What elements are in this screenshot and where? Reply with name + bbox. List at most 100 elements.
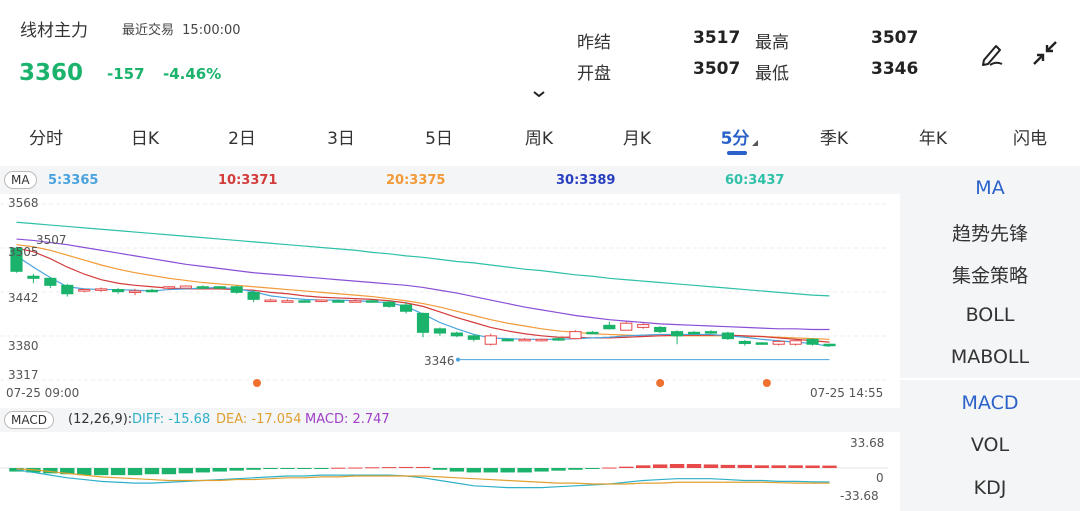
macd-bar xyxy=(331,467,346,469)
ma10-value: 10:3371 xyxy=(218,173,278,188)
macd-bar xyxy=(246,468,261,470)
macd-bar xyxy=(449,468,465,472)
price-change: -157 xyxy=(107,65,145,83)
indicator-maboll[interactable]: MABOLL xyxy=(950,346,1030,368)
event-marker xyxy=(762,379,771,387)
time-start: 07-25 09:00 xyxy=(6,386,80,400)
open-label: 开盘 xyxy=(577,64,611,84)
indicator-vol[interactable]: VOL xyxy=(970,434,1010,456)
macd-chart[interactable] xyxy=(0,432,900,511)
macd-bar xyxy=(178,468,194,474)
tab-month-k[interactable]: 月K xyxy=(622,129,652,149)
ma-legend: MA 5:3365 10:3371 20:3375 30:3389 60:343… xyxy=(0,166,900,194)
ma10-line xyxy=(16,247,830,343)
tab-2day[interactable]: 2日 xyxy=(228,129,256,149)
expand-chevron-icon[interactable] xyxy=(532,88,546,102)
low-value: 3346 xyxy=(871,59,919,79)
candle-body xyxy=(620,322,633,331)
indicator-trend-pioneer[interactable]: 趋势先锋 xyxy=(951,223,1028,245)
tab-week-k[interactable]: 周K xyxy=(524,129,554,149)
ma-tag[interactable]: MA xyxy=(4,171,37,189)
macd-bar xyxy=(432,468,448,470)
candle-body xyxy=(213,286,226,289)
high-marker-label: 3507 xyxy=(36,233,67,247)
candle-body xyxy=(552,338,565,341)
macd-bar xyxy=(788,465,803,468)
macd-bar xyxy=(568,468,583,470)
macd-bar xyxy=(534,468,549,472)
candle-body xyxy=(78,289,91,292)
y-label-low: 3380 xyxy=(8,339,39,353)
macd-bar xyxy=(43,468,58,474)
indicator-boll[interactable]: BOLL xyxy=(965,304,1015,326)
tab-quarter-k[interactable]: 季K xyxy=(819,129,849,149)
macd-bar xyxy=(144,468,160,475)
tab-5day[interactable]: 5日 xyxy=(425,129,453,149)
macd-bar xyxy=(500,468,515,473)
ma30-value: 30:3389 xyxy=(556,173,616,188)
dea-line xyxy=(16,468,830,485)
macd-bar xyxy=(636,465,651,468)
candle-body xyxy=(196,286,209,289)
indicator-ma[interactable]: MA xyxy=(975,177,1005,199)
indicator-macd[interactable]: MACD xyxy=(961,392,1019,414)
macd-bar xyxy=(466,468,482,473)
candle-body xyxy=(383,301,396,307)
macd-y-top: 33.68 xyxy=(850,436,885,450)
candle-body xyxy=(349,300,362,303)
kline-chart[interactable] xyxy=(0,194,900,408)
candle-body xyxy=(467,335,480,340)
macd-value: MACD: 2.747 xyxy=(305,412,390,427)
macd-bar xyxy=(110,468,126,476)
candle-body xyxy=(179,285,192,289)
macd-bar xyxy=(754,465,769,468)
tab-3day[interactable]: 3日 xyxy=(327,129,355,149)
candle-body xyxy=(27,275,40,279)
candle-body xyxy=(823,343,836,347)
macd-bar xyxy=(348,467,363,469)
indicator-gold-strategy[interactable]: 集金策略 xyxy=(951,265,1028,287)
tab-5min[interactable]: 5分 xyxy=(720,129,750,149)
tab-day-k[interactable]: 日K xyxy=(130,129,160,149)
macd-bar xyxy=(127,468,143,476)
tab-year-k[interactable]: 年K xyxy=(918,129,948,149)
last-price: 3360 xyxy=(19,60,84,86)
macd-bar xyxy=(720,464,736,468)
ma30-line xyxy=(16,238,830,331)
candle-body xyxy=(670,331,684,337)
macd-bar xyxy=(517,468,532,473)
draw-pen-icon[interactable] xyxy=(978,38,1008,68)
candle-body xyxy=(315,299,328,303)
candle-body xyxy=(162,286,176,289)
indicator-kdj[interactable]: KDJ xyxy=(973,477,1007,499)
trade-status: 最近交易 15:00:00 xyxy=(122,19,241,38)
candle-body xyxy=(61,284,74,295)
macd-tag[interactable]: MACD xyxy=(4,411,54,429)
candle-body xyxy=(298,300,311,303)
tab-dropdown-icon[interactable] xyxy=(752,140,758,146)
macd-bar xyxy=(619,466,634,468)
macd-bar xyxy=(703,464,719,468)
collapse-arrows-icon[interactable] xyxy=(1030,38,1060,68)
candle-body xyxy=(806,338,819,345)
candle-body xyxy=(145,289,159,293)
candle-body xyxy=(603,324,616,330)
tab-minute[interactable]: 分时 xyxy=(29,129,63,149)
macd-bar xyxy=(805,465,820,468)
macd-bar xyxy=(161,468,177,475)
candle-body xyxy=(366,300,379,303)
macd-bar xyxy=(77,468,92,476)
candle-body xyxy=(755,342,768,345)
event-marker xyxy=(656,379,665,387)
candle-body xyxy=(721,332,734,340)
macd-y-zero: 0 xyxy=(876,471,884,485)
macd-bar xyxy=(551,468,566,471)
tab-flash[interactable]: 闪电 xyxy=(1013,129,1047,149)
candle-body xyxy=(433,328,447,334)
macd-bar xyxy=(415,466,431,468)
macd-bar xyxy=(212,468,227,472)
macd-bar xyxy=(60,468,75,475)
contract-name: 线材主力 xyxy=(20,21,88,41)
macd-bar xyxy=(585,468,600,469)
ma20-line xyxy=(16,244,830,340)
